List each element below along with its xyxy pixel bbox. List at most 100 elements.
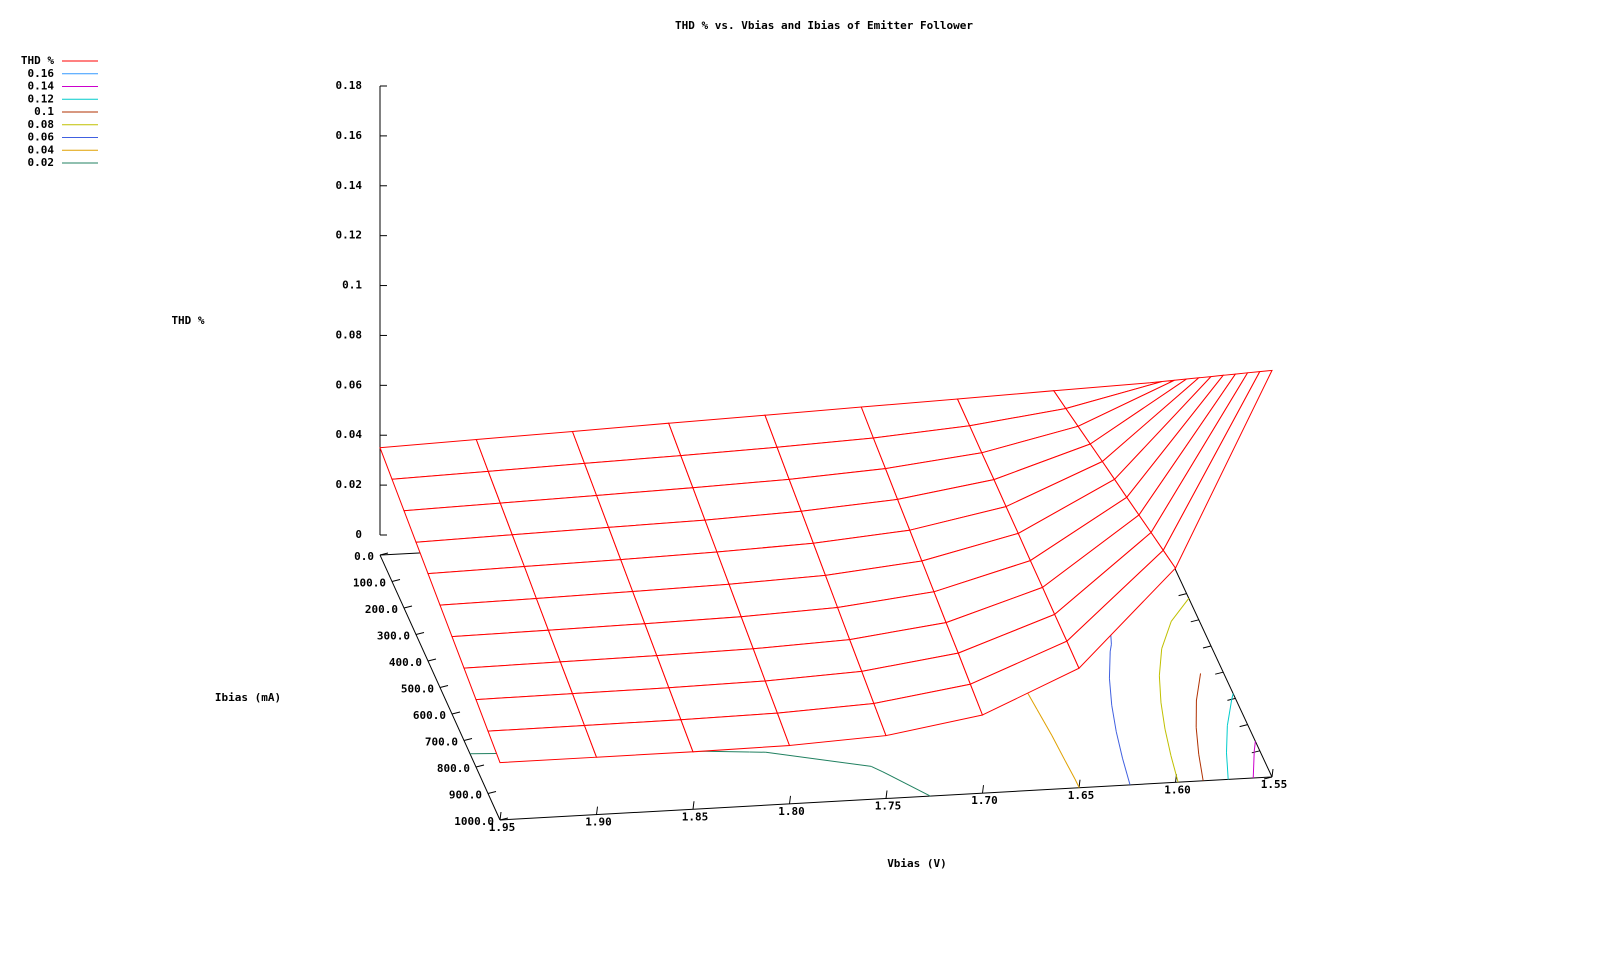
- z-tick-label: 0.18: [336, 79, 363, 92]
- z-tick-label: 0.16: [336, 129, 363, 142]
- y-tick: [1239, 724, 1248, 728]
- z-tick-label: 0.02: [336, 478, 363, 491]
- contour-segment: [1252, 751, 1255, 779]
- legend-label: 0.16: [28, 67, 55, 80]
- x-tick: [596, 806, 598, 815]
- y-tick-label: 0.0: [354, 550, 374, 563]
- x-tick-label: 1.90: [585, 816, 612, 829]
- x-tick-label: 1.75: [875, 800, 902, 813]
- x-tick-label: 1.95: [489, 821, 516, 834]
- y-tick-label: 100.0: [353, 577, 386, 590]
- contour-segment: [1198, 754, 1204, 781]
- contour-segment: [1195, 673, 1202, 701]
- y-tick: [403, 605, 413, 609]
- x-tick: [1271, 768, 1274, 778]
- legend-label: 0.12: [28, 92, 55, 105]
- x-tick-label: 1.80: [778, 805, 805, 818]
- surface-cell: [583, 719, 694, 758]
- contour-segment: [1170, 755, 1179, 783]
- contour-segment: [1108, 678, 1113, 706]
- legend-label: 0.1: [34, 105, 54, 118]
- y-tick: [427, 658, 437, 662]
- y-tick: [379, 552, 389, 556]
- chart-title: THD % vs. Vbias and Ibias of Emitter Fol…: [675, 19, 973, 32]
- surface-cell: [463, 661, 574, 701]
- y-tick: [1251, 750, 1260, 754]
- y-tick: [487, 791, 497, 794]
- contour-segment: [765, 751, 872, 767]
- contour-segment: [1170, 598, 1190, 622]
- z-tick-label: 0.06: [336, 378, 363, 391]
- contour-segment: [1158, 648, 1163, 676]
- x-tick-label: 1.85: [682, 810, 709, 823]
- y-tick: [1215, 671, 1224, 675]
- contour-segment: [1164, 729, 1172, 756]
- z-axis-label: THD %: [171, 314, 204, 327]
- x-tick-label: 1.65: [1068, 789, 1095, 802]
- contour-segment: [1225, 752, 1229, 780]
- y-tick-label: 900.0: [449, 789, 482, 802]
- contour-segment: [1108, 651, 1111, 679]
- contour-segment: [1074, 778, 1080, 788]
- y-tick: [415, 632, 425, 635]
- contour-segment: [1122, 758, 1131, 786]
- contour-segment: [1036, 708, 1053, 736]
- x-tick: [789, 795, 791, 804]
- y-tick: [1190, 619, 1199, 623]
- legend-label: 0.04: [28, 143, 55, 156]
- contour-segment: [1225, 725, 1228, 753]
- legend-label: THD %: [21, 54, 54, 67]
- y-tick-label: 800.0: [437, 762, 470, 775]
- x-tick: [499, 811, 502, 821]
- y-tick: [1263, 776, 1273, 780]
- y-tick: [439, 685, 449, 688]
- y-tick: [1202, 645, 1212, 649]
- y-tick-label: 500.0: [401, 683, 434, 696]
- z-tick-label: 0.08: [336, 328, 363, 341]
- y-tick: [391, 579, 401, 582]
- z-tick-label: 0.14: [336, 179, 363, 192]
- x-tick-label: 1.70: [971, 794, 998, 807]
- y-tick: [499, 817, 509, 821]
- y-tick-label: 200.0: [365, 603, 398, 616]
- x-tick-label: 1.60: [1164, 783, 1191, 796]
- x-tick-label: 1.55: [1261, 778, 1288, 791]
- surface-cell: [571, 687, 682, 727]
- legend-label: 0.14: [28, 80, 55, 93]
- x-tick: [692, 801, 695, 810]
- y-tick-label: 300.0: [377, 630, 410, 643]
- legend-label: 0.08: [28, 118, 55, 131]
- y-tick-label: 600.0: [413, 709, 446, 722]
- y-tick: [1178, 593, 1187, 597]
- x-tick: [885, 790, 888, 799]
- contour-segment: [1226, 698, 1233, 726]
- legend-label: 0.06: [28, 131, 55, 144]
- surface-cell: [559, 655, 670, 695]
- y-tick-label: 400.0: [389, 656, 422, 669]
- z-tick-label: 0: [355, 528, 362, 541]
- contour-segment: [1158, 675, 1162, 703]
- surface-cell: [475, 693, 586, 732]
- contour-segment: [1253, 741, 1256, 752]
- contour-segment: [1195, 727, 1200, 755]
- y-tick: [451, 711, 461, 715]
- contour-segment: [1109, 644, 1112, 652]
- contour-segment: [1051, 735, 1067, 762]
- x-axis-label: Vbias (V): [887, 857, 947, 870]
- y-axis-label: Ibias (mA): [215, 691, 281, 704]
- contour-segment: [1111, 705, 1117, 732]
- y-tick: [475, 764, 485, 768]
- contour-segment: [882, 771, 931, 797]
- y-tick-label: 1000.0: [454, 815, 494, 828]
- contour-segment: [1115, 731, 1124, 759]
- surface-cell: [1162, 369, 1273, 570]
- y-tick-label: 700.0: [425, 736, 458, 749]
- z-tick-label: 0.1: [342, 279, 362, 292]
- contour-segment: [1231, 693, 1234, 699]
- x-tick: [1078, 779, 1081, 788]
- surface-cell: [487, 724, 598, 764]
- z-tick-label: 0.12: [336, 229, 363, 242]
- y-tick: [463, 738, 473, 741]
- contour-segment: [871, 765, 883, 773]
